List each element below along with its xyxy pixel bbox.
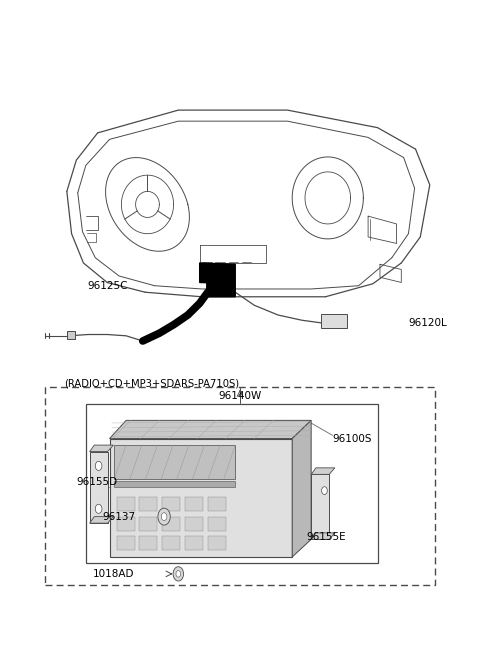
Circle shape <box>176 571 180 577</box>
Bar <box>117 497 135 512</box>
Bar <box>185 517 203 531</box>
Polygon shape <box>90 445 113 451</box>
Text: 96155E: 96155E <box>306 533 346 543</box>
Polygon shape <box>207 283 235 297</box>
Polygon shape <box>200 263 235 284</box>
Bar <box>162 497 180 512</box>
Text: 96100S: 96100S <box>333 434 372 443</box>
Bar <box>162 536 180 550</box>
Text: (RADIO+CD+MP3+SDARS-PA710S): (RADIO+CD+MP3+SDARS-PA710S) <box>64 379 240 388</box>
Polygon shape <box>311 533 335 539</box>
Bar <box>162 517 180 531</box>
Bar <box>208 536 226 550</box>
Polygon shape <box>90 451 108 523</box>
Bar <box>321 314 347 328</box>
Text: 1018AD: 1018AD <box>93 569 134 579</box>
Bar <box>117 536 135 550</box>
Polygon shape <box>311 468 335 474</box>
Bar <box>139 517 157 531</box>
Circle shape <box>158 508 170 525</box>
Bar <box>208 497 226 512</box>
Polygon shape <box>109 420 311 439</box>
Circle shape <box>173 567 183 581</box>
Circle shape <box>322 487 327 495</box>
Polygon shape <box>114 481 235 487</box>
Polygon shape <box>114 445 235 479</box>
Polygon shape <box>109 439 292 557</box>
Bar <box>139 536 157 550</box>
Bar <box>117 517 135 531</box>
Text: 96137: 96137 <box>102 512 135 522</box>
Polygon shape <box>292 420 311 557</box>
Bar <box>86 404 378 564</box>
Text: 96120L: 96120L <box>408 318 447 328</box>
Bar <box>185 497 203 512</box>
Bar <box>67 331 75 339</box>
Bar <box>208 517 226 531</box>
Circle shape <box>96 504 102 514</box>
Bar <box>185 536 203 550</box>
Bar <box>139 497 157 512</box>
Circle shape <box>161 513 167 520</box>
Text: 96125C: 96125C <box>87 281 127 291</box>
Text: 96155D: 96155D <box>76 477 118 487</box>
Polygon shape <box>90 517 113 523</box>
Text: 96140W: 96140W <box>218 391 262 401</box>
Circle shape <box>96 461 102 470</box>
Polygon shape <box>311 474 329 539</box>
Bar <box>46 386 434 585</box>
